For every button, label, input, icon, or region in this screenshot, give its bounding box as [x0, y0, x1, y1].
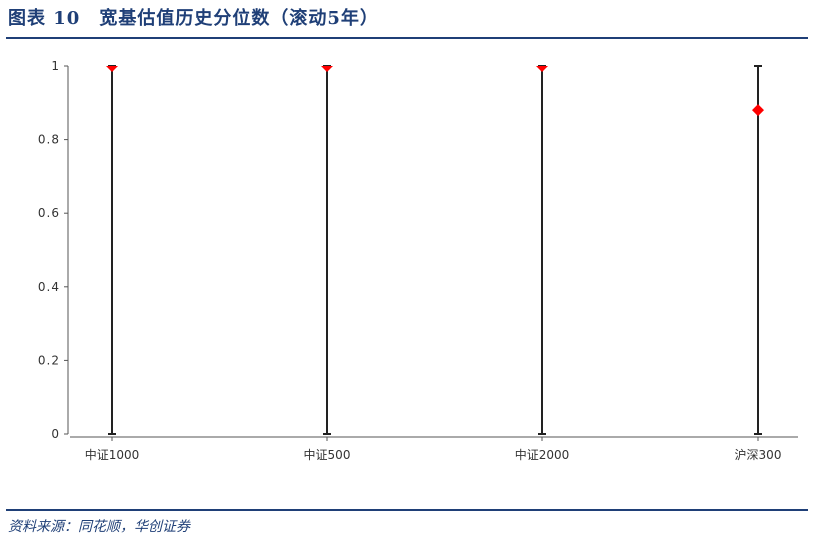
x-tick-label: 沪深300: [735, 448, 782, 462]
current-value-marker: [321, 66, 333, 72]
source-note: 资料来源：同花顺，华创证券: [8, 519, 190, 535]
current-value-marker: [752, 104, 764, 117]
y-tick-label: 0.2: [38, 353, 60, 367]
footer-rule: [6, 509, 808, 511]
x-tick-label: 中证2000: [515, 447, 570, 462]
current-value-marker: [106, 66, 118, 72]
y-tick-label: 0.4: [38, 280, 60, 294]
current-value-marker: [536, 66, 548, 72]
title-rule: [6, 37, 808, 39]
y-tick-label: 0: [51, 427, 60, 441]
y-tick-label: 0.6: [38, 206, 60, 220]
x-tick-label: 中证500: [304, 447, 351, 462]
x-tick-label: 中证1000: [85, 447, 140, 462]
figure-title: 图表 10 宽基估值历史分位数（滚动5年）: [8, 8, 379, 29]
y-tick-label: 1: [51, 59, 60, 73]
y-tick-label: 0.8: [38, 133, 60, 147]
chart: 0 0.2 0.4 0.6 0.8 1 中证1000 中证500 中证2000 沪深300: [38, 59, 798, 462]
